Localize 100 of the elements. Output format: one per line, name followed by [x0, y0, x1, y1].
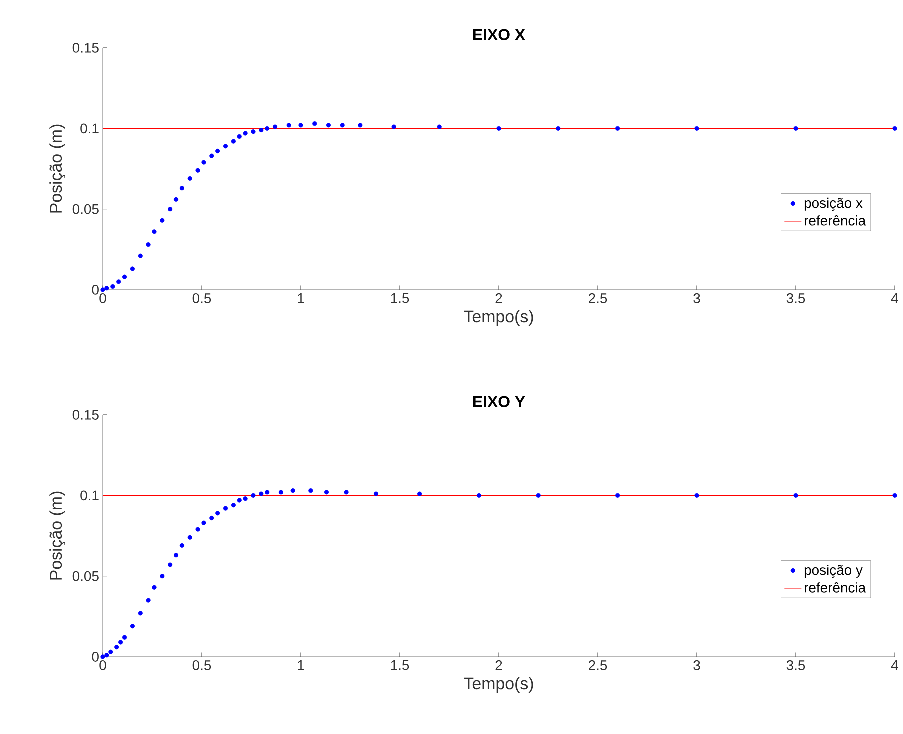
point — [251, 493, 256, 498]
x-tick-label: 2 — [496, 660, 502, 670]
point — [418, 492, 422, 496]
y-axis-title: Posição (m) — [50, 492, 66, 580]
y-tick-label: 0.05 — [72, 571, 99, 582]
point — [392, 124, 396, 130]
point — [286, 123, 292, 128]
y-axis-title: Posição (m) — [50, 124, 66, 213]
point — [104, 286, 110, 291]
y-tick-label: 0.1 — [80, 490, 99, 501]
legend-label: posição y — [804, 564, 863, 578]
x-tick-label: 1 — [298, 294, 304, 304]
y-tick-label: 0.15 — [72, 43, 99, 53]
x-tick-label: 1.5 — [391, 294, 410, 304]
point — [243, 131, 248, 136]
y-tick-label: 0.05 — [72, 204, 99, 214]
legend-label: posição x — [804, 198, 863, 211]
point — [251, 130, 256, 134]
point — [146, 242, 151, 248]
point — [160, 574, 165, 579]
point — [138, 611, 143, 616]
point — [265, 490, 270, 495]
point — [160, 218, 165, 223]
point — [202, 520, 206, 526]
point — [118, 640, 124, 645]
point — [694, 493, 700, 498]
x-tick-label: 3 — [694, 660, 700, 670]
x-tick-label: 3.5 — [786, 660, 806, 670]
point — [216, 511, 220, 516]
point — [100, 654, 106, 660]
x-tick-label: 0 — [100, 660, 106, 670]
point — [374, 492, 379, 496]
point — [344, 490, 349, 495]
y-tick-label: 0.1 — [80, 124, 99, 134]
x-tick-label: 3.5 — [786, 294, 806, 304]
x-tick-label: 2.5 — [589, 294, 608, 304]
x-tick-label: 2 — [496, 294, 502, 304]
point — [272, 124, 278, 130]
point — [216, 148, 220, 154]
point — [188, 176, 192, 181]
x-tick-label: 0 — [100, 294, 106, 304]
legend-label: referência — [804, 582, 866, 593]
point — [892, 493, 898, 498]
x-tick-label: 1.5 — [391, 660, 410, 670]
y-tick-label: 0.15 — [72, 410, 99, 420]
point — [231, 503, 236, 508]
point — [616, 493, 620, 498]
point — [116, 280, 122, 284]
point — [616, 126, 620, 131]
point — [237, 498, 242, 503]
point — [259, 128, 264, 133]
point — [152, 230, 157, 234]
point — [496, 126, 502, 131]
point — [231, 139, 236, 144]
point — [122, 635, 128, 640]
point — [174, 553, 179, 558]
point — [312, 122, 318, 126]
point — [223, 144, 228, 149]
point — [536, 493, 541, 498]
point — [210, 516, 214, 521]
point — [146, 598, 151, 603]
point — [326, 123, 332, 128]
point — [196, 168, 200, 173]
point — [168, 207, 173, 212]
x-axis-title: Tempo(s) — [464, 677, 534, 694]
point — [290, 488, 296, 494]
point — [259, 492, 264, 496]
x-tick-label: 0.5 — [192, 294, 212, 304]
x-tick-label: 4 — [891, 294, 898, 304]
x-tick-label: 3 — [694, 294, 700, 304]
point — [114, 645, 120, 650]
point — [358, 123, 363, 128]
point — [340, 123, 345, 128]
point — [476, 493, 482, 498]
point — [188, 535, 192, 540]
point — [324, 490, 330, 495]
point — [243, 496, 248, 502]
chart-title: EIXO X — [473, 29, 526, 40]
point — [556, 126, 561, 131]
point — [130, 624, 135, 629]
point — [308, 488, 314, 494]
point — [794, 493, 798, 498]
x-tick-label: 2.5 — [589, 660, 608, 670]
point — [223, 506, 228, 511]
point — [694, 126, 700, 131]
x-tick-label: 1 — [298, 660, 304, 670]
point — [210, 154, 214, 158]
point — [180, 543, 184, 548]
point — [298, 123, 304, 128]
point — [892, 126, 898, 131]
x-tick-label: 4 — [891, 660, 898, 670]
point — [138, 254, 143, 258]
point — [237, 134, 242, 140]
point — [278, 490, 284, 495]
chart-title: EIXO Y — [473, 396, 526, 408]
point — [152, 585, 157, 590]
y-tick-label: 0 — [92, 652, 99, 662]
x-tick-label: 0.5 — [192, 660, 212, 670]
point — [108, 650, 114, 654]
point — [794, 126, 798, 131]
